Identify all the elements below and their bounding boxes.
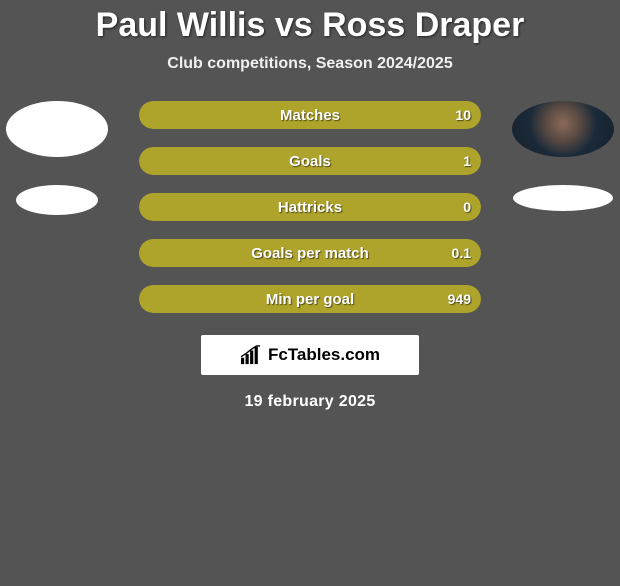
stat-bar-left-fill — [139, 193, 310, 221]
comparison-title: Paul Willis vs Ross Draper — [0, 6, 620, 45]
stat-bar: 0.1Goals per match — [139, 239, 481, 267]
player1-column — [6, 101, 108, 215]
player2-avatar — [512, 101, 614, 157]
stat-bar: 1Goals — [139, 147, 481, 175]
player2-club-badge — [513, 185, 613, 211]
player2-name: Ross Draper — [322, 6, 524, 44]
brand-text: FcTables.com — [268, 345, 380, 365]
stat-bar-right-fill — [139, 147, 481, 175]
player1-name: Paul Willis — [96, 6, 266, 44]
subtitle: Club competitions, Season 2024/2025 — [0, 55, 620, 73]
stat-bar-right-fill — [139, 239, 481, 267]
bar-chart-icon — [240, 345, 262, 365]
player2-column — [512, 101, 614, 211]
stat-bar-right-fill — [139, 285, 481, 313]
brand-box: FcTables.com — [201, 335, 419, 375]
stat-bar: 10Matches — [139, 101, 481, 129]
stat-bar-right-fill — [310, 193, 481, 221]
stat-bar: 949Min per goal — [139, 285, 481, 313]
comparison-arena: 10Matches 1Goals 0Hattricks 0.1Goals per ma… — [0, 101, 620, 313]
player1-club-badge — [16, 185, 98, 215]
stat-bars: 10Matches 1Goals 0Hattricks 0.1Goals per ma… — [139, 101, 481, 313]
vs-label: vs — [275, 6, 313, 44]
stat-bar: 0Hattricks — [139, 193, 481, 221]
date-line: 19 february 2025 — [0, 393, 620, 411]
stat-bar-right-fill — [139, 101, 481, 129]
player1-avatar — [6, 101, 108, 157]
